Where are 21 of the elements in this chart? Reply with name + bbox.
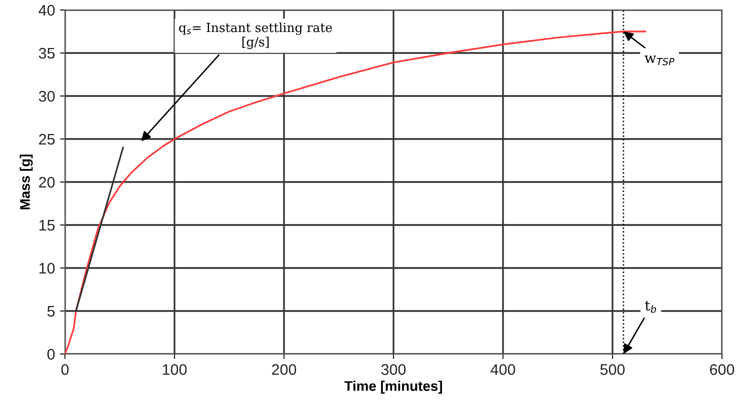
x-tick-label: 300 [381,364,406,375]
y-tick-label: 20 [39,176,55,188]
x-tick-label: 500 [600,364,625,375]
x-tick-label: 600 [710,364,734,375]
y-tick-label: 0 [47,348,55,360]
x-tick-label: 400 [490,364,516,375]
y-tick-label: 25 [39,134,55,145]
y-tick-label: 35 [38,48,55,59]
y-axis-title: Mass [g] [20,154,33,210]
y-tick-label: 40 [38,4,55,16]
x-axis-title: Time [minutes] [344,380,442,394]
x-tick-label: 200 [272,364,296,375]
x-tick-label: 0 [61,364,69,375]
y-tick-label: 30 [38,90,55,102]
y-tick-label: 10 [39,262,55,274]
y-tick-label: 15 [39,220,55,231]
annotation: w$_{TSP}$ [644,56,674,66]
annotation: q$_{s}$= Instant settling rate [g/s] [179,22,332,50]
x-tick-label: 100 [162,364,187,375]
annotation: t$_{b}$ [645,300,656,313]
y-tick-label: 5 [47,306,55,317]
